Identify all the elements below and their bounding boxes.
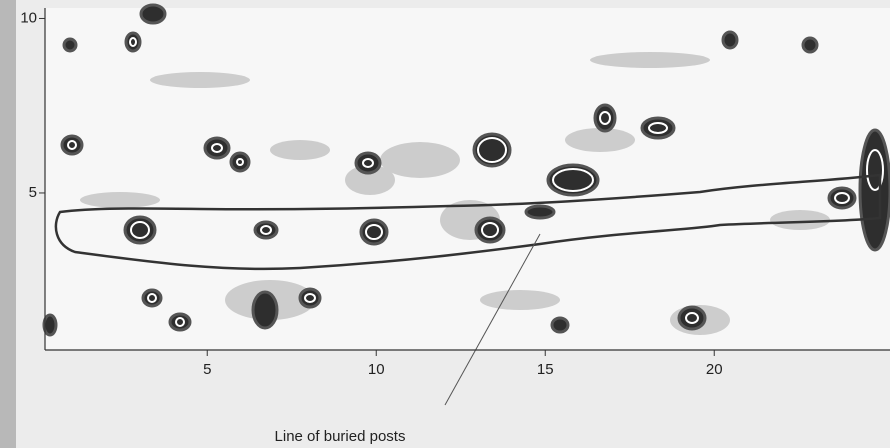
posts-outline [54, 173, 882, 271]
y-tick-label: 5 [29, 184, 37, 201]
axes: 5 10 15 20 5 10 [20, 8, 890, 378]
x-tick-label: 15 [537, 361, 554, 378]
scan-edge [0, 0, 16, 448]
x-tick-label: 10 [368, 361, 385, 378]
annotation: Line of buried posts [275, 428, 406, 445]
y-tick-label: 10 [20, 9, 37, 26]
x-tick-label: 20 [706, 361, 723, 378]
x-tick-label: 5 [203, 361, 211, 378]
leader-line [444, 233, 541, 406]
anomaly-field [42, 3, 890, 337]
plot-area [45, 8, 890, 350]
